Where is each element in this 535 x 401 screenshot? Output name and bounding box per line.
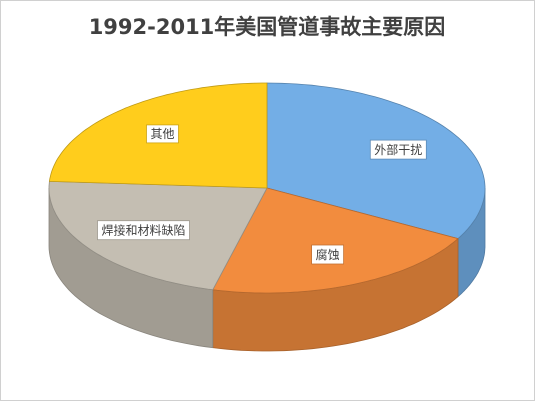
label-box [311,244,345,265]
slice-label: 其他 [150,127,174,141]
slice-label: 焊接和材料缺陷 [101,223,185,238]
label-box [369,139,427,160]
slice-label: 腐蚀 [316,247,340,262]
label-box [97,220,190,241]
chart-title: 1992-2011年美国管道事故主要原因 [89,15,446,39]
label-box [146,124,179,144]
slice [212,187,459,294]
slice-label: 外部干扰 [374,142,422,157]
slice [266,82,486,240]
